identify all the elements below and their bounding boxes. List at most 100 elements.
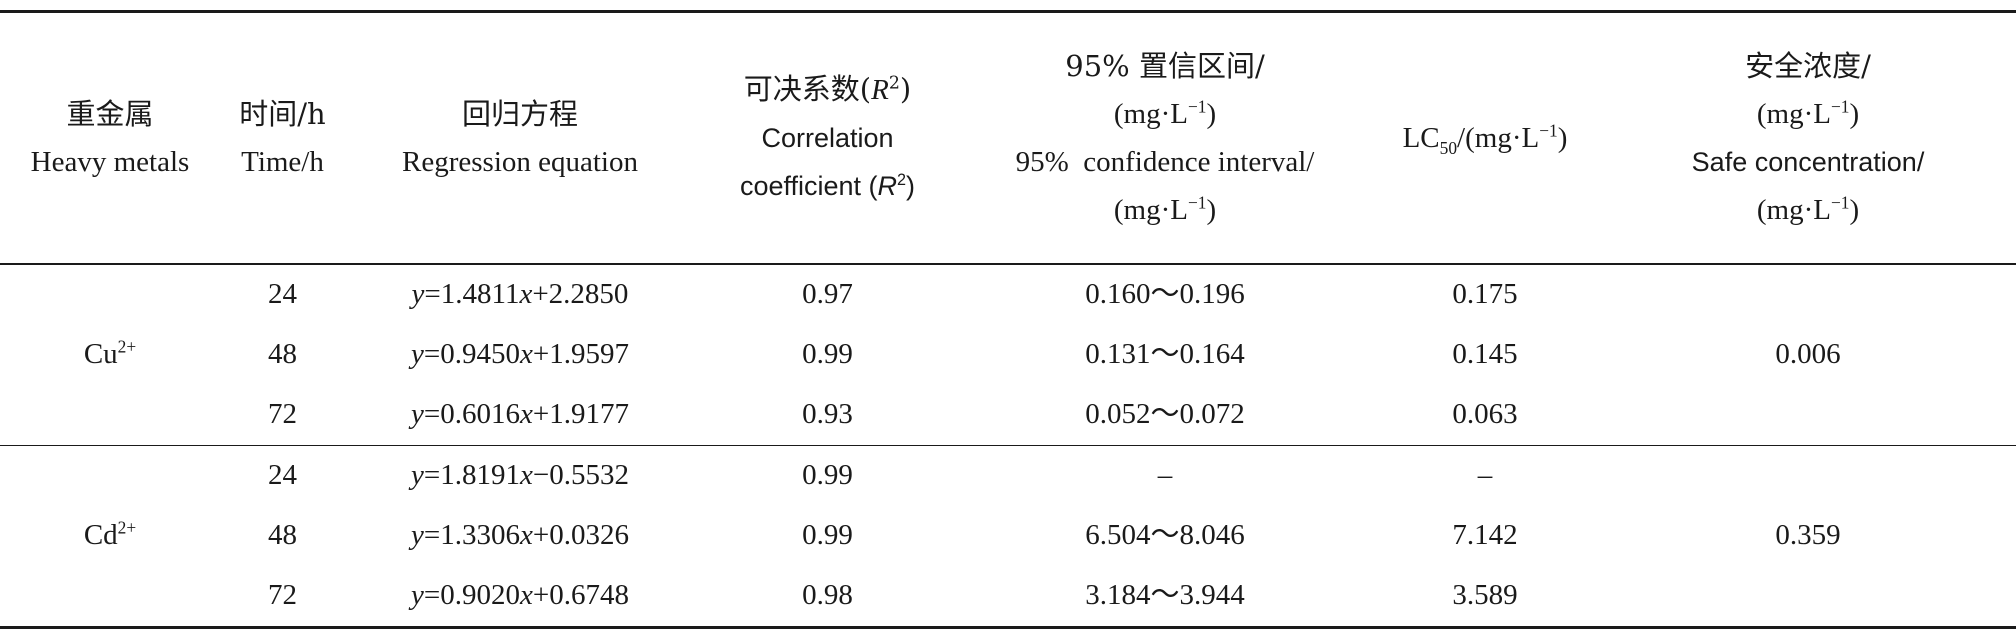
header-safe-unit-1-close: ) (1849, 97, 1860, 130)
lc50-cell: 0.063 (1370, 384, 1600, 446)
header-ci-unit-2-open: (mg·L (1113, 193, 1188, 226)
equation-cell: y=0.9020x+0.6748 (345, 565, 695, 629)
ci-cell: 0.131～0.164 (1085, 338, 1245, 371)
header-safe-unit-2-open: (mg·L (1756, 193, 1831, 226)
header-safe-unit-2: (mg·L−1) (1600, 186, 2016, 234)
header-r2: 可决系数( R 2) Correlation coefficient (R2) (695, 10, 960, 265)
header-safe-unit-1-open: (mg·L (1756, 97, 1831, 130)
eq-coef: =0.9450 (423, 338, 520, 371)
header-r2-cn-prefix: 可决系数( (743, 72, 872, 107)
header-r2-en-var: R (877, 171, 898, 202)
eq-intercept: −0.5532 (532, 459, 629, 492)
lc50-cell: – (1477, 459, 1493, 492)
eq-lhs: y (411, 519, 424, 552)
eq-lhs: y (411, 459, 424, 492)
toxicity-table: 重金属 Heavy metals 时间/h Time/h 回归方程 Regres… (0, 10, 2016, 629)
r2-cell: 0.97 (802, 278, 853, 311)
time-cell: 24 (268, 278, 297, 311)
header-safe-unit-2-close: ) (1849, 193, 1860, 226)
eq-x: x (520, 398, 533, 431)
header-r2-en-line1: Correlation (761, 123, 894, 154)
eq-lhs: y (411, 338, 424, 371)
header-equation: 回归方程 Regression equation (345, 10, 695, 265)
header-r2-cn-sup: 2 (888, 73, 900, 94)
table-row: Cu2+ 24 y=1.4811x+2.2850 0.97 0.160～0.19… (0, 263, 2016, 446)
table-row: 48 y=1.3306x+0.0326 0.99 6.504～8.046 7.1… (0, 506, 2016, 566)
header-lc50: LC50/(mg·L−1) (1370, 10, 1600, 265)
header-ci-cn: 95% 置信区间/ (1065, 48, 1265, 83)
time-cell: 24 (268, 459, 297, 492)
equation-cell: y=0.9450x+1.9597 (345, 325, 695, 385)
header-time: 时间/h Time/h (220, 10, 345, 265)
lc50-cell: 0.145 (1452, 338, 1518, 371)
header-time-cn: 时间/h (239, 96, 326, 131)
metal-base: Cd (83, 519, 118, 552)
header-lc50-sub: 50 (1439, 137, 1458, 158)
eq-intercept: +2.2850 (532, 278, 629, 311)
ci-cell: 3.184～3.944 (960, 565, 1370, 629)
header-time-en: Time/h (241, 145, 324, 178)
header-ci-unit-1-close: ) (1206, 97, 1217, 130)
header-r2-en-suffix: ) (906, 171, 916, 202)
eq-intercept: +1.9597 (532, 338, 629, 371)
table-row: 72 y=0.6016x+1.9177 0.93 0.052～0.072 0.0… (0, 384, 2016, 446)
r2-cell: 0.99 (802, 519, 853, 552)
ci-cell: – (1157, 459, 1173, 492)
eq-intercept: +0.6748 (532, 579, 629, 612)
eq-lhs: y (411, 579, 424, 612)
header-safe-en: Safe concentration/ (1691, 146, 1925, 177)
ci-cell: 6.504～8.046 (1085, 519, 1245, 552)
header-ci-unit-2: (mg·L−1) (960, 186, 1370, 234)
header-r2-en-line2: coefficient (R2) (695, 162, 960, 210)
equation-cell: y=0.6016x+1.9177 (345, 384, 695, 446)
equation-cell: y=1.8191x−0.5532 (345, 445, 695, 506)
eq-coef: =0.9020 (423, 579, 520, 612)
header-ci-en: 95% confidence interval/ (1015, 145, 1315, 178)
header-row: 重金属 Heavy metals 时间/h Time/h 回归方程 Regres… (0, 10, 2016, 265)
eq-x: x (520, 579, 533, 612)
eq-x: x (519, 278, 533, 311)
lc50-cell: 0.175 (1452, 278, 1518, 311)
equation-cell: y=1.3306x+0.0326 (345, 506, 695, 566)
header-r2-cn-suffix: ) (899, 72, 912, 107)
table-row: 48 y=0.9450x+1.9597 0.99 0.131～0.164 0.1… (0, 325, 2016, 385)
eq-intercept: +1.9177 (532, 398, 629, 431)
time-cell: 72 (220, 565, 345, 629)
header-safe-unit-1-sup: −1 (1830, 96, 1850, 117)
r2-cell: 0.93 (695, 384, 960, 446)
table-row: Cd2+ 24 y=1.8191x−0.5532 0.99 – – 0.359 (0, 445, 2016, 629)
metal-sup: 2+ (117, 336, 137, 357)
header-ci: 95% 置信区间/ (mg·L−1) 95% confidence interv… (960, 10, 1370, 265)
lc50-cell: 3.589 (1370, 565, 1600, 629)
header-equation-cn: 回归方程 (461, 96, 578, 131)
header-metal-cn: 重金属 (66, 96, 154, 131)
header-lc50-unit-close: ) (1557, 121, 1568, 154)
metal-base: Cu (83, 338, 118, 371)
header-metal: 重金属 Heavy metals (0, 10, 220, 265)
time-cell: 48 (268, 519, 297, 552)
eq-intercept: +0.0326 (532, 519, 629, 552)
header-ci-unit-1: (mg·L−1) (960, 90, 1370, 138)
header-safe-cn: 安全浓度/ (1745, 48, 1871, 83)
r2-cell: 0.98 (695, 565, 960, 629)
eq-x: x (520, 519, 533, 552)
table-body: Cu2+ 24 y=1.4811x+2.2850 0.97 0.160～0.19… (0, 263, 2016, 629)
ci-cell: 0.160～0.196 (1085, 278, 1245, 311)
header-equation-en: Regression equation (402, 145, 638, 178)
metal-cell-cu: Cu2+ (0, 263, 220, 446)
eq-lhs: y (411, 278, 425, 311)
eq-coef: =0.6016 (423, 398, 520, 431)
header-lc50-unit-sup: −1 (1539, 120, 1558, 141)
metal-sup: 2+ (117, 517, 137, 538)
eq-coef: =1.3306 (423, 519, 520, 552)
header-ci-unit-1-sup: −1 (1187, 96, 1207, 117)
equation-cell: y=1.4811x+2.2850 (345, 264, 695, 325)
eq-x: x (520, 338, 533, 371)
header-ci-unit-1-open: (mg·L (1113, 97, 1188, 130)
header-safe-unit-2-sup: −1 (1830, 192, 1850, 213)
header-safe-unit-1: (mg·L−1) (1600, 90, 2016, 138)
safe-cell-cu: 0.006 (1600, 263, 2016, 446)
eq-coef: =1.4811 (424, 278, 520, 311)
r2-cell: 0.99 (802, 338, 853, 371)
header-r2-en-prefix: coefficient ( (739, 171, 878, 202)
